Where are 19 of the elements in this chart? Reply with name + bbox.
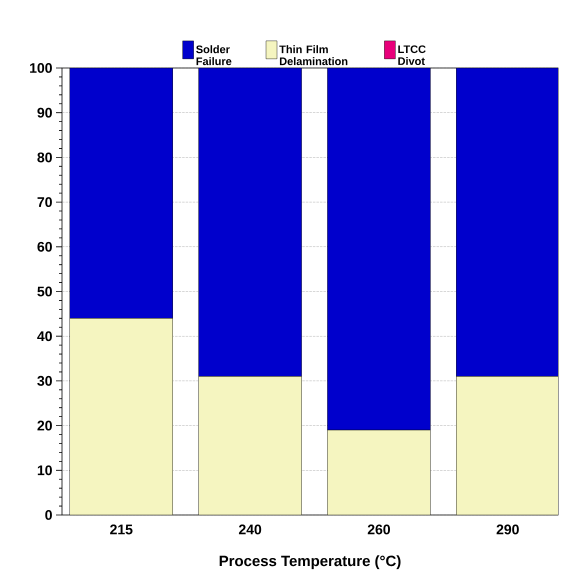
y-tick-label: 60 bbox=[37, 242, 52, 252]
legend-label: Thin Film Delamination bbox=[279, 45, 348, 66]
x-axis-title: Process Temperature (°C) bbox=[220, 555, 401, 570]
legend-label: LTCC Divot bbox=[398, 45, 426, 66]
y-tick-label: 70 bbox=[38, 197, 52, 208]
y-tick-label: 50 bbox=[37, 286, 52, 296]
y-tick-label: 80 bbox=[37, 152, 52, 162]
y-tick-label: 100 bbox=[30, 63, 52, 73]
legend-label: Solder Failure bbox=[196, 45, 232, 66]
y-tick-label: 40 bbox=[37, 331, 52, 342]
y-tick-label: 10 bbox=[38, 465, 52, 476]
x-tick-label: 215 bbox=[110, 524, 133, 534]
x-tick-label: 240 bbox=[238, 524, 262, 534]
y-tick-label: 20 bbox=[37, 420, 52, 431]
y-tick-label: 90 bbox=[37, 108, 52, 118]
y-tick-label: 30 bbox=[37, 376, 52, 386]
x-tick-label: 290 bbox=[496, 524, 519, 534]
y-tick-label: 0 bbox=[45, 510, 52, 520]
x-tick-label: 260 bbox=[368, 524, 390, 534]
